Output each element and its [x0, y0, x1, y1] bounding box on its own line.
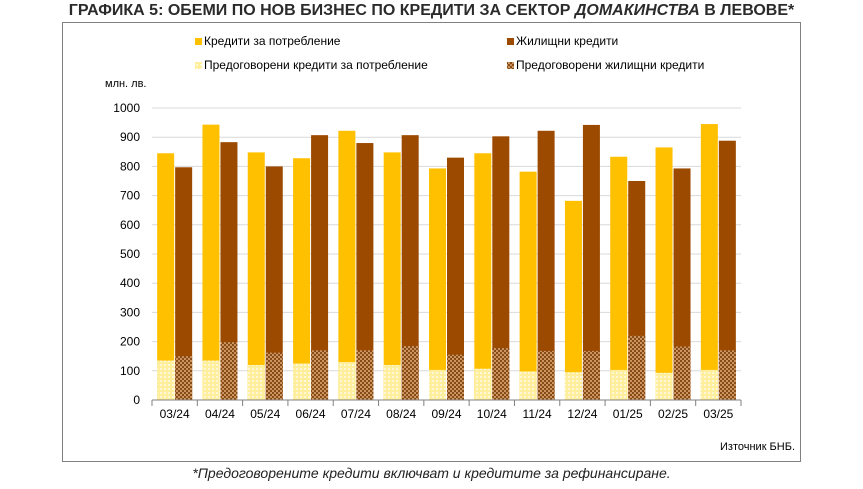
bar-housing [673, 168, 691, 400]
bar-consumer [610, 156, 628, 400]
bar-consumer-reneg [655, 372, 673, 400]
grid-lines [152, 107, 741, 372]
bar-housing-reneg [447, 354, 464, 400]
footnote: *Предоговорените кредити включват и кред… [192, 465, 671, 481]
x-tick-label: 06/24 [296, 407, 326, 421]
bar-housing-reneg [401, 345, 419, 400]
y-tick-label: 800 [120, 159, 140, 173]
bar-consumer [429, 168, 446, 400]
bar-housing-reneg [673, 346, 691, 400]
bar-housing-reneg [582, 350, 600, 400]
chart-title: ГРАФИКА 5: ОБЕМИ ПО НОВ БИЗНЕС ПО КРЕДИТ… [68, 2, 795, 19]
bar-consumer-reneg [700, 369, 718, 400]
x-tick-label: 03/24 [160, 407, 190, 421]
y-tick-label: 500 [120, 247, 140, 261]
x-tick-label: 11/24 [523, 407, 552, 421]
chart: 0 100 200 300 400 500 600 700 800 900 1000 03/24 04/… [105, 34, 795, 453]
y-tick-label: 100 [120, 364, 140, 378]
bar-housing [401, 135, 419, 400]
bar-consumer-reneg [293, 363, 311, 400]
bar-housing [718, 140, 736, 400]
bar-consumer [519, 171, 537, 400]
source-note: Източник БНБ. [720, 441, 795, 453]
legend-swatch-consumer [195, 38, 202, 45]
bar-housing-reneg [718, 350, 736, 400]
bar-consumer [700, 124, 718, 400]
y-tick-label: 0 [133, 393, 140, 407]
y-tick-label: 200 [120, 335, 140, 349]
legend-swatch-consumer-reneg [195, 62, 202, 69]
bar-consumer-reneg [519, 371, 537, 400]
x-tick-label: 02/25 [658, 407, 688, 421]
x-tick-label: 09/24 [431, 407, 461, 421]
bar-housing [311, 135, 329, 400]
bar-housing [175, 167, 193, 400]
bar-consumer-reneg [383, 364, 401, 400]
bar-consumer [202, 124, 220, 401]
bar-housing-reneg [492, 348, 510, 400]
bar-housing-reneg [175, 356, 193, 400]
legend: Кредити за потребление Жилищни кредити Пре… [195, 34, 704, 72]
chart-frame: 0 100 200 300 400 500 600 700 800 900 1000 03/24 04/… [62, 22, 801, 462]
axes: 0 100 200 300 400 500 600 700 800 900 1000 03/24 04/… [113, 101, 742, 421]
bar-housing-reneg [220, 342, 238, 400]
legend-label-consumer: Кредити за потребление [204, 34, 341, 48]
bar-housing-reneg [356, 350, 374, 400]
legend-label-housing: Жилищни кредити [516, 34, 618, 48]
bar-housing [265, 166, 283, 400]
bar-housing [492, 136, 510, 400]
x-tick-label: 01/25 [613, 407, 643, 421]
bar-housing [356, 143, 374, 400]
x-tick-label: 04/24 [205, 407, 235, 421]
x-tick-label: 12/24 [567, 407, 597, 421]
x-tick-label: 10/24 [477, 407, 507, 421]
bar-housing [220, 142, 238, 400]
bar-consumer-reneg [474, 368, 492, 400]
bar-consumer-reneg [564, 372, 582, 400]
x-tick-label: 05/24 [250, 407, 280, 421]
y-tick-label: 900 [120, 130, 140, 144]
bar-consumer [157, 153, 175, 400]
bar-housing-reneg [537, 350, 555, 400]
bar-consumer-reneg [338, 362, 356, 400]
x-tick-label: 08/24 [386, 407, 416, 421]
bar-consumer-reneg [429, 369, 446, 400]
y-tick-label: 300 [120, 305, 140, 319]
bar-consumer [247, 152, 265, 400]
bar-housing [537, 130, 555, 400]
x-tick-label: 07/24 [341, 407, 371, 421]
legend-label-housing-reneg: Предоговорени жилищни кредити [516, 58, 704, 72]
bars [157, 124, 736, 401]
bar-consumer-reneg [202, 360, 220, 400]
y-tick-label: 700 [120, 189, 140, 203]
bar-housing-reneg [311, 350, 329, 400]
y-axis-label: млн. лв. [105, 78, 147, 90]
bar-consumer [293, 158, 311, 400]
legend-swatch-housing-reneg [507, 62, 514, 69]
bar-housing-reneg [628, 335, 646, 400]
bar-consumer [338, 130, 356, 400]
bar-housing [582, 124, 600, 400]
bar-consumer [383, 152, 401, 400]
bar-consumer [655, 147, 673, 400]
bar-consumer [564, 200, 582, 400]
y-tick-label: 400 [120, 276, 140, 290]
y-tick-label: 1000 [113, 101, 140, 115]
bar-consumer-reneg [157, 360, 175, 400]
x-tick-label: 03/25 [703, 407, 733, 421]
bar-consumer-reneg [247, 364, 265, 400]
bar-housing-reneg [265, 352, 283, 400]
legend-swatch-housing [507, 38, 514, 45]
legend-label-consumer-reneg: Предоговорени кредити за потребление [204, 58, 428, 72]
bar-consumer-reneg [610, 369, 628, 400]
bar-consumer [474, 153, 492, 400]
y-tick-label: 600 [120, 218, 140, 232]
bar-housing [447, 157, 464, 400]
